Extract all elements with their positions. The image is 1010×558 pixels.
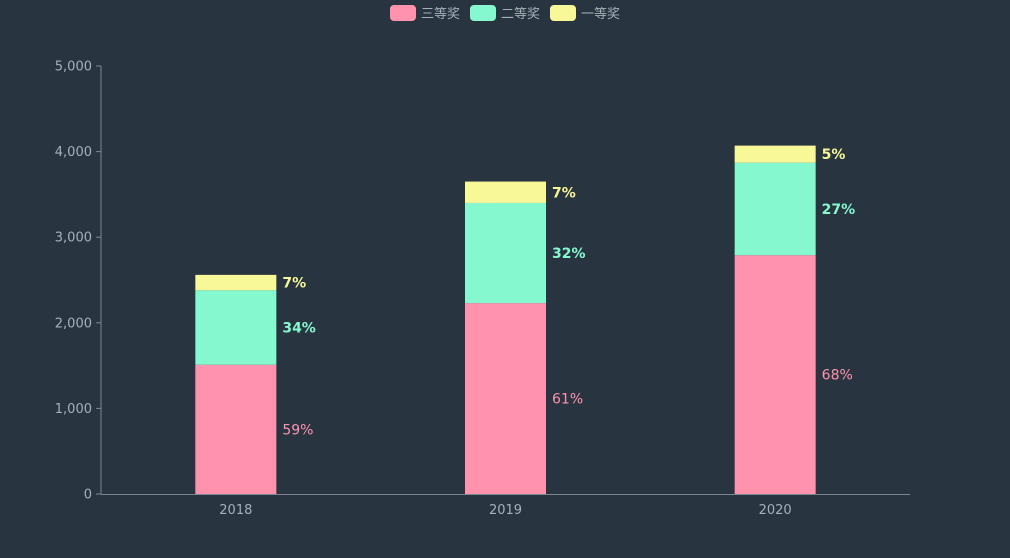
x-tick-label: 2020 <box>759 503 792 518</box>
data-label: 59% <box>282 422 313 438</box>
y-tick-label: 3,000 <box>55 231 92 246</box>
data-label: 32% <box>552 246 586 262</box>
bar-segment[interactable] <box>195 364 277 494</box>
bar-segment[interactable] <box>195 290 277 365</box>
legend-swatch <box>469 4 496 21</box>
data-label: 7% <box>552 185 576 201</box>
y-tick-label: 2,000 <box>55 316 92 331</box>
y-tick-label: 1,000 <box>55 402 92 417</box>
legend-label: 二等奖 <box>500 7 540 22</box>
bar-segment[interactable] <box>465 181 546 203</box>
legend: 三等奖 二等奖 一等奖 <box>0 3 1010 22</box>
data-label: 34% <box>282 321 316 337</box>
legend-item[interactable]: 一等奖 <box>550 3 620 22</box>
legend-item[interactable]: 二等奖 <box>469 3 540 22</box>
legend-swatch <box>389 4 416 21</box>
data-label: 5% <box>822 147 846 163</box>
bar-segment[interactable] <box>734 162 816 256</box>
data-label: 7% <box>282 276 306 292</box>
y-tick-label: 0 <box>84 488 92 503</box>
legend-label: 一等奖 <box>581 7 621 22</box>
data-label: 61% <box>552 392 583 408</box>
bar-segment[interactable] <box>465 202 546 304</box>
legend-swatch <box>550 4 576 21</box>
y-tick-label: 4,000 <box>55 145 92 160</box>
bar-segment[interactable] <box>734 145 816 163</box>
y-tick-label: 5,000 <box>55 60 92 75</box>
legend-item[interactable]: 三等奖 <box>389 3 460 22</box>
legend-label: 三等奖 <box>420 7 460 22</box>
data-label: 68% <box>822 368 853 384</box>
x-tick-label: 2018 <box>219 503 252 518</box>
bar-segment[interactable] <box>734 255 816 494</box>
bar-segment[interactable] <box>195 274 277 291</box>
bar-segment[interactable] <box>465 303 546 494</box>
x-tick-label: 2019 <box>489 503 522 518</box>
data-label: 27% <box>822 202 856 218</box>
